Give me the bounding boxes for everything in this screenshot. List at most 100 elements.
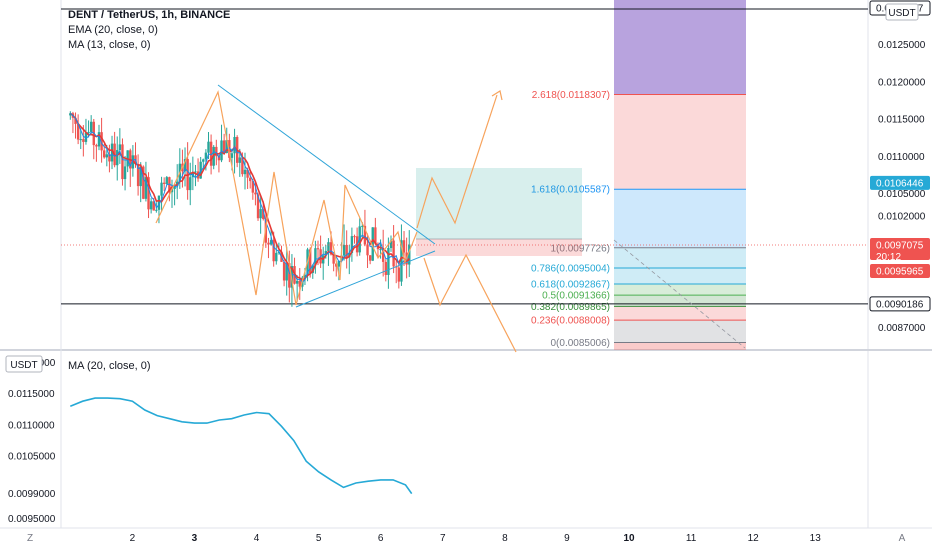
projection-dashed-line[interactable] (613, 239, 746, 349)
long-position-tool[interactable] (416, 168, 582, 256)
candle-body[interactable] (139, 166, 142, 187)
candle-body[interactable] (379, 249, 382, 251)
candle-body[interactable] (329, 242, 333, 255)
zoom-toggle-icon[interactable]: Z (27, 533, 33, 544)
long-position-target-zone[interactable] (416, 168, 582, 239)
candle-body[interactable] (209, 141, 213, 166)
candle-body[interactable] (238, 157, 241, 163)
candle-body[interactable] (97, 132, 101, 147)
candle-body[interactable] (374, 227, 377, 244)
candle-body[interactable] (350, 236, 354, 253)
ma13-legend[interactable]: MA (13, close, 0) (68, 39, 151, 51)
price-axis[interactable]: 0.0125000 0.0120000 0.0115000 0.0110000 0.01… (869, 0, 931, 334)
candle-body[interactable] (387, 248, 390, 275)
candle-body[interactable] (157, 195, 161, 210)
candle-body[interactable] (353, 236, 356, 238)
candle-body[interactable] (160, 182, 163, 196)
candle-body[interactable] (144, 177, 148, 199)
symbol-title[interactable]: DENT / TetherUS, 1h, BINANCE (68, 9, 231, 21)
candle-body[interactable] (358, 226, 361, 253)
candle-body[interactable] (149, 201, 153, 210)
candle-body[interactable] (202, 159, 205, 162)
candle-body[interactable] (189, 177, 192, 191)
ma-20-indicator-line[interactable] (70, 397, 413, 495)
candle-body[interactable] (397, 267, 401, 282)
candle-body[interactable] (366, 244, 369, 256)
candle-body[interactable] (155, 209, 158, 211)
candle-body[interactable] (121, 144, 124, 180)
price-label-badge[interactable]: 0.0095965 (870, 264, 930, 278)
candle-body[interactable] (173, 186, 176, 190)
candle-body[interactable] (110, 143, 114, 162)
candle-body[interactable] (361, 225, 364, 227)
zigzag-pattern[interactable] (155, 90, 418, 306)
candle-body[interactable] (246, 169, 249, 178)
candle-body[interactable] (298, 280, 301, 287)
candle-body[interactable] (222, 140, 226, 153)
candle-body[interactable] (183, 159, 187, 172)
triangle-pattern[interactable] (217, 84, 436, 308)
candle-body[interactable] (335, 263, 338, 267)
candle-body[interactable] (272, 240, 275, 262)
ma20-legend[interactable]: MA (20, close, 0) (68, 360, 151, 372)
candle-body[interactable] (199, 161, 202, 179)
price-label-badge[interactable]: 0.0106446 (870, 175, 930, 190)
candle-body[interactable] (207, 141, 210, 153)
candle-body[interactable] (316, 248, 320, 250)
candle-body[interactable] (225, 140, 228, 153)
candle-body[interactable] (327, 242, 330, 252)
candle-body[interactable] (243, 169, 247, 175)
candle-body[interactable] (152, 201, 155, 211)
candle-body[interactable] (384, 261, 387, 275)
candle-body[interactable] (204, 152, 208, 160)
candle-body[interactable] (267, 242, 270, 245)
ema-20-line[interactable] (69, 112, 410, 282)
time-axis-background[interactable] (0, 528, 932, 550)
candle-body[interactable] (285, 263, 288, 281)
currency-badge-main[interactable]: USDT (885, 3, 919, 21)
candle-body[interactable] (249, 177, 252, 182)
candle-body[interactable] (314, 248, 317, 266)
time-axis[interactable]: 2 3 4 5 6 7 8 9 10 11 12 13 (130, 533, 822, 544)
candle-body[interactable] (87, 131, 90, 133)
candle-body[interactable] (342, 244, 346, 256)
triangle-lower-trendline[interactable] (295, 250, 436, 308)
candle-body[interactable] (345, 244, 348, 258)
candle-body[interactable] (165, 177, 168, 184)
candle-body[interactable] (262, 209, 265, 220)
candle-body[interactable] (230, 153, 234, 158)
long-position-stop-zone[interactable] (416, 239, 582, 256)
candle-body[interactable] (89, 121, 93, 132)
triangle-upper-trendline[interactable] (217, 84, 436, 245)
candle-body[interactable] (74, 117, 77, 124)
currency-badge-indicator[interactable]: USDT (5, 355, 43, 373)
candle-body[interactable] (103, 150, 106, 158)
candle-body[interactable] (116, 150, 119, 166)
candle-body[interactable] (295, 280, 299, 284)
candle-body[interactable] (84, 132, 88, 142)
candle-body[interactable] (275, 252, 278, 262)
candle-body[interactable] (82, 139, 85, 142)
candle-body[interactable] (79, 139, 82, 141)
candle-body[interactable] (256, 194, 260, 219)
candle-body[interactable] (381, 249, 385, 262)
candle-body[interactable] (269, 240, 273, 245)
ma-13-line[interactable] (69, 112, 410, 283)
candle-body[interactable] (147, 177, 150, 210)
candle-body[interactable] (392, 240, 395, 267)
candle-body[interactable] (105, 154, 109, 158)
candle-body[interactable] (118, 144, 122, 151)
candle-body[interactable] (308, 249, 312, 273)
candle-body[interactable] (194, 171, 197, 173)
candle-body[interactable] (288, 263, 291, 288)
candle-body[interactable] (215, 146, 218, 157)
candle-body[interactable] (389, 240, 393, 249)
candle-body[interactable] (402, 240, 406, 253)
fibonacci-extension[interactable]: 2.618(0.0118307) 1.618(0.0105587) 1(0.0097… (531, 0, 746, 350)
price-label-badge[interactable]: 0.0090186 (869, 296, 931, 312)
candle-body[interactable] (123, 166, 127, 180)
candle-body[interactable] (368, 255, 372, 261)
candle-body[interactable] (282, 261, 286, 281)
